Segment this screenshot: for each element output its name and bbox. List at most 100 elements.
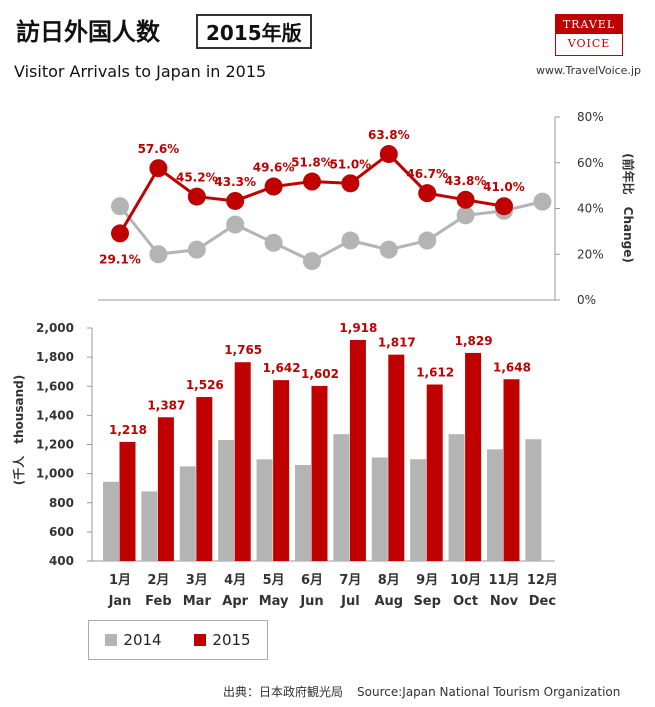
x-tick-label-en: Jun	[299, 594, 323, 609]
source-ja: 出典：日本政府観光局	[223, 685, 344, 699]
travelvoice-logo[interactable]: TRAVEL VOICE	[555, 14, 623, 56]
x-tick-label-ja: 12月	[527, 573, 558, 588]
x-tick-label-en: Jul	[340, 594, 360, 609]
series-point-2014	[226, 215, 245, 234]
x-tick-label-ja: 2月	[147, 573, 169, 588]
logo-line-2: VOICE	[567, 37, 611, 50]
data-label-arrivals-2015: 1,526	[186, 378, 224, 392]
line-chart-tick-label: 20%	[577, 247, 604, 261]
data-label-arrivals-2015: 1,612	[416, 366, 454, 380]
source-note: 出典：日本政府観光局 Source:Japan National Tourism …	[223, 683, 620, 700]
x-tick-label-ja: 11月	[488, 573, 519, 588]
bar-2014	[525, 439, 542, 561]
x-tick-label-ja: 1月	[109, 573, 131, 588]
legend-label-2014: 2014	[123, 631, 162, 649]
x-tick-label-en: Jan	[108, 594, 132, 609]
series-point-2014	[149, 245, 168, 264]
data-label-arrivals-2015: 1,817	[378, 336, 416, 350]
line-chart-tick-label: 40%	[577, 202, 604, 216]
series-point-2014	[187, 240, 206, 259]
bar-chart-y-label: (千人 thousand)	[11, 375, 26, 485]
series-point-2015	[418, 184, 437, 203]
series-point-2015	[187, 187, 206, 206]
bar-chart-tick-label: 1,000	[36, 467, 74, 481]
x-tick-label-en: Oct	[453, 594, 478, 609]
edition-badge: 2015年版	[196, 14, 312, 49]
data-label-arrivals-2015: 1,765	[224, 343, 262, 357]
bar-2015	[196, 397, 213, 561]
series-point-2014	[379, 240, 398, 259]
data-label-arrivals-2015: 1,918	[339, 321, 377, 335]
bar-2015	[119, 441, 136, 561]
data-label-change-2015: 57.6%	[138, 142, 180, 156]
page-title: 訪日外国人数	[16, 18, 160, 46]
bar-2015	[503, 379, 520, 561]
x-tick-label-ja: 8月	[378, 573, 400, 588]
series-point-2015	[111, 224, 129, 243]
x-tick-label-ja: 10月	[450, 573, 481, 588]
bar-2014	[256, 459, 273, 561]
legend-swatch-2015	[194, 634, 207, 646]
series-point-2014	[456, 206, 475, 225]
series-point-2015	[341, 174, 360, 193]
data-label-arrivals-2015: 1,602	[301, 367, 339, 381]
bar-2014	[103, 481, 119, 561]
series-point-2014	[111, 197, 129, 216]
bar-chart-tick-label: 600	[49, 525, 74, 539]
legend-item-2015: 2015	[194, 631, 251, 649]
bar-chart-tick-label: 1,200	[36, 438, 74, 452]
legend-label-2015: 2015	[212, 631, 251, 649]
bar-chart-tick-label: 1,600	[36, 379, 74, 393]
bar-2014	[487, 449, 503, 561]
data-label-change-2015: 51.8%	[291, 156, 333, 170]
series-point-2015	[303, 172, 321, 191]
series-point-2015	[149, 159, 168, 178]
bar-2015	[465, 352, 482, 561]
source-en: Source:Japan National Tourism Organizati…	[357, 685, 621, 699]
legend-swatch-2014	[105, 634, 118, 646]
change-line-chart: 0% 20% 40% 60% 80% (前年比 Change) 29.1% 57.6% 45.2…	[98, 110, 636, 307]
series-point-2015	[264, 177, 283, 196]
series-point-2014	[341, 231, 360, 250]
x-tick-label-ja: 4月	[224, 573, 246, 588]
bar-2015	[388, 354, 405, 561]
series-point-2014	[418, 231, 437, 250]
data-label-change-2015: 46.7%	[406, 167, 448, 181]
bar-2015	[234, 362, 251, 561]
data-label-arrivals-2015: 1,642	[263, 361, 301, 375]
x-tick-label-en: Feb	[145, 594, 171, 609]
series-point-2014	[303, 252, 321, 271]
bar-2015	[349, 339, 366, 561]
bar-2015	[311, 385, 328, 561]
bar-2014	[141, 491, 158, 561]
x-tick-label-en: Aug	[374, 594, 403, 609]
series-point-2015	[495, 197, 513, 216]
website-link[interactable]: www.TravelVoice.jp	[536, 64, 641, 77]
data-label-arrivals-2015: 1,218	[109, 423, 147, 437]
logo-line-1: TRAVEL	[556, 15, 622, 34]
x-tick-label-en: May	[259, 594, 289, 609]
data-label-change-2015: 29.1%	[99, 252, 141, 266]
data-label-change-2015: 41.0%	[483, 180, 525, 194]
legend-item-2014: 2014	[105, 631, 162, 649]
line-chart-tick-label: 0%	[577, 293, 596, 307]
x-tick-label-ja: 3月	[186, 573, 208, 588]
x-tick-label-ja: 9月	[416, 573, 438, 588]
series-point-2015	[456, 190, 475, 209]
data-label-arrivals-2015: 1,829	[455, 334, 493, 348]
data-label-arrivals-2015: 1,648	[493, 360, 531, 374]
bar-2015	[157, 417, 174, 561]
data-label-change-2015: 63.8%	[368, 128, 410, 142]
bar-2015	[273, 380, 290, 561]
page-subtitle: Visitor Arrivals to Japan in 2015	[14, 62, 267, 81]
x-tick-label-ja: 5月	[263, 573, 285, 588]
bar-chart-tick-label: 1,400	[36, 408, 74, 422]
chart-legend: 2014 2015	[88, 620, 268, 660]
series-point-2015	[379, 145, 398, 164]
bar-2014	[333, 434, 350, 561]
x-tick-label-ja: 6月	[301, 573, 323, 588]
series-line-2014	[118, 200, 543, 263]
series-point-2014	[264, 233, 283, 252]
data-label-arrivals-2015: 1,387	[147, 398, 185, 412]
